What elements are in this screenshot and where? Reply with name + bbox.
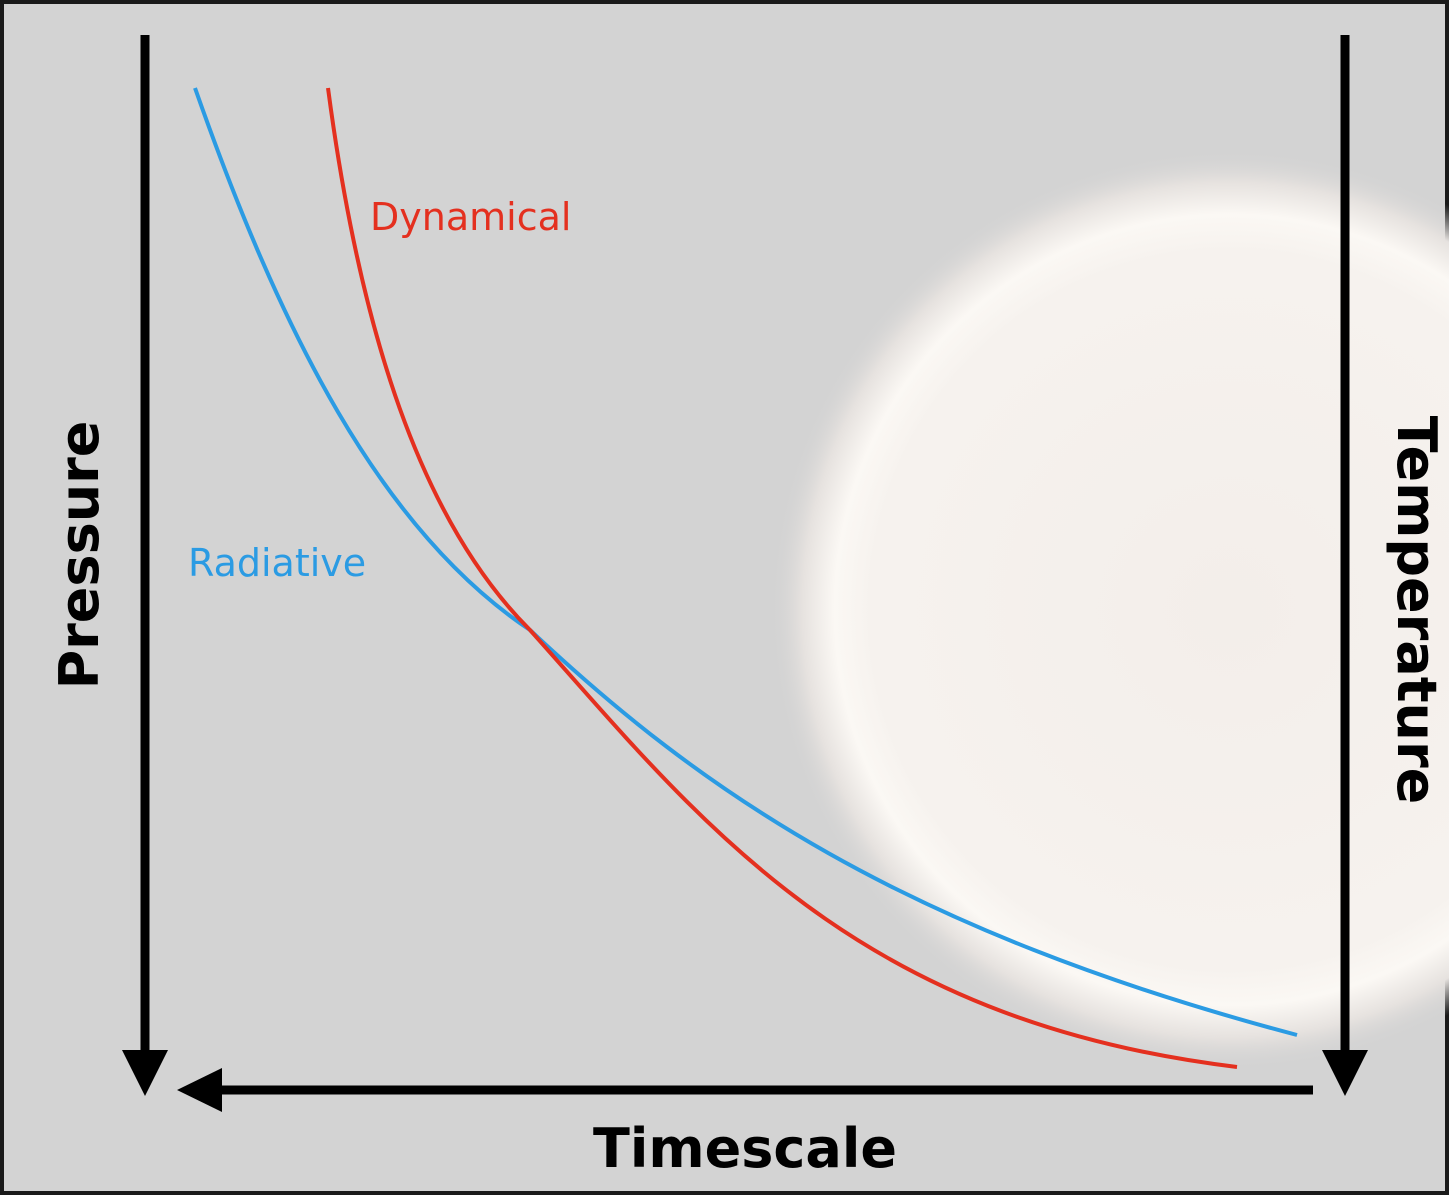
curve-label: Radiative xyxy=(188,541,366,585)
axis-title: Timescale xyxy=(593,1117,897,1180)
axes xyxy=(140,35,1350,1095)
radiative-curve xyxy=(193,87,1298,1037)
axis-title: Pressure xyxy=(48,421,111,690)
left-arrowhead xyxy=(122,1050,168,1096)
dynamical-curve xyxy=(326,87,1238,1069)
curve-label: Dynamical xyxy=(370,195,571,239)
right-arrowhead xyxy=(1322,1050,1368,1096)
bottom-arrowhead xyxy=(177,1068,222,1112)
planet-glow xyxy=(770,50,1449,1170)
axis-title: Temperature xyxy=(1385,416,1448,804)
